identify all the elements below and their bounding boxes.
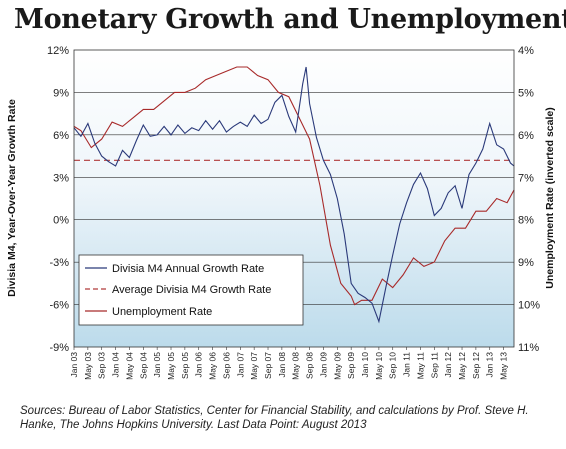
x-tick-label: Sep 03 — [97, 352, 107, 379]
x-tick-label: May 13 — [499, 352, 509, 380]
x-tick-label: Jan 05 — [152, 352, 162, 378]
y-tick-label-left: 6% — [53, 130, 69, 142]
x-tick-label: Sep 07 — [263, 352, 273, 379]
y-tick-label-right: 6% — [518, 130, 534, 142]
y-tick-label-left: 9% — [53, 87, 69, 99]
x-tick-label: Sep 04 — [138, 352, 148, 379]
x-tick-label: Jan 06 — [194, 352, 204, 378]
y-tick-label-right: 4% — [518, 45, 534, 57]
x-tick-label: May 08 — [291, 352, 301, 380]
x-tick-label: Jan 10 — [360, 352, 370, 378]
chart-source-note: Sources: Bureau of Labor Statistics, Cen… — [20, 405, 529, 431]
y-tick-label-left: 0% — [53, 215, 69, 227]
legend-label-unemployment: Unemployment Rate — [112, 306, 212, 318]
series-line-divisia-m4 — [73, 66, 515, 324]
y-axis-left-label: Divisia M4, Year-Over-Year Growth Rate — [6, 99, 18, 297]
y-tick-label-left: -3% — [49, 257, 69, 269]
chart-title: Monetary Growth and Unemployment — [14, 4, 566, 35]
y-tick-label-right: 10% — [518, 300, 540, 312]
x-tick-label: Sep 06 — [221, 352, 231, 379]
x-tick-label: Jan 07 — [235, 352, 245, 378]
legend: Divisia M4 Annual Growth Rate Average Di… — [78, 254, 304, 326]
y-axis-right-label: Unemployment Rate (inverted scale) — [544, 107, 556, 288]
x-tick-label: May 10 — [374, 352, 384, 380]
x-tick-label: May 07 — [249, 352, 259, 380]
y-tick-label-right: 11% — [518, 342, 539, 354]
y-tick-label-left: -9% — [49, 342, 69, 354]
legend-box — [78, 254, 304, 326]
x-tick-label: Jan 04 — [111, 352, 121, 378]
x-tick-label: Sep 11 — [429, 352, 439, 379]
x-tick-label: Jan 09 — [318, 352, 328, 378]
y-tick-label-right: 9% — [518, 257, 534, 269]
x-axis-ticks: Jan 03 May 03 Sep 03 Jan 04 May 04 Sep 04 Jan … — [69, 347, 509, 380]
x-tick-label: May 12 — [457, 352, 467, 380]
y-axis-right-ticks: 4% 5% 6% 7% 8% 9% 10% 11% — [518, 45, 540, 354]
y-tick-label-right: 5% — [518, 87, 534, 99]
x-tick-label: Sep 12 — [471, 352, 481, 379]
plot-frame — [73, 49, 515, 348]
x-tick-label: May 06 — [208, 352, 218, 380]
y-tick-label-right: 8% — [518, 215, 534, 227]
legend-label-average: Average Divisia M4 Growth Rate — [112, 284, 271, 296]
y-axis-left-ticks: 12% 9% 6% 3% 0% -3% -6% -9% — [47, 45, 69, 354]
legend-label-divisia-m4: Divisia M4 Annual Growth Rate — [112, 263, 264, 275]
y-tick-label-left: -6% — [49, 300, 69, 312]
y-tick-label-left: 3% — [53, 172, 69, 184]
y-tick-label-right: 7% — [518, 172, 534, 184]
x-tick-label: Sep 08 — [305, 352, 315, 379]
x-tick-label: Jan 13 — [485, 352, 495, 378]
x-tick-label: May 05 — [166, 352, 176, 380]
x-tick-label: Jan 12 — [443, 352, 453, 378]
y-tick-label-left: 12% — [47, 45, 69, 57]
x-tick-label: Sep 10 — [388, 352, 398, 379]
x-tick-label: May 03 — [83, 352, 93, 380]
x-tick-label: Sep 05 — [180, 352, 190, 379]
x-tick-label: May 11 — [415, 352, 425, 380]
x-tick-label: May 04 — [124, 352, 134, 380]
x-tick-label: May 09 — [332, 352, 342, 380]
x-tick-label: Jan 03 — [69, 352, 79, 378]
x-tick-label: Sep 09 — [346, 352, 356, 379]
x-tick-label: Jan 08 — [277, 352, 287, 378]
x-tick-label: Jan 11 — [402, 352, 412, 377]
series-line-unemployment — [73, 66, 515, 306]
